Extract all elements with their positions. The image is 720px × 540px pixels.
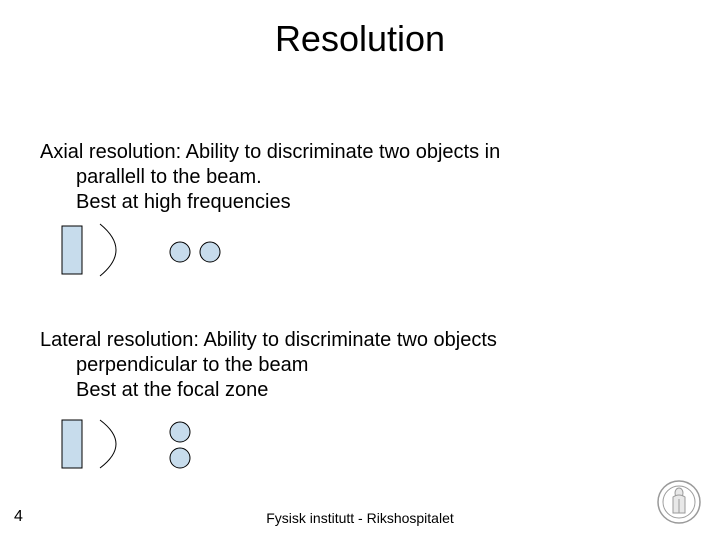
lateral-line3: Best at the focal zone xyxy=(76,378,660,403)
lateral-diagram xyxy=(60,416,260,481)
axial-diagram-svg xyxy=(60,222,260,282)
lateral-diagram-svg xyxy=(60,416,260,476)
slide: Resolution Axial resolution: Ability to … xyxy=(0,0,720,540)
beam-arc xyxy=(100,224,116,276)
axial-heading: Axial resolution: Ability to discriminat… xyxy=(40,140,660,165)
lateral-heading: Lateral resolution: Ability to discrimin… xyxy=(40,328,660,353)
transducer-icon xyxy=(62,226,82,274)
institution-seal-icon xyxy=(656,479,702,530)
lateral-text-block: Lateral resolution: Ability to discrimin… xyxy=(40,328,660,403)
object-circle xyxy=(200,242,220,262)
slide-title: Resolution xyxy=(0,18,720,60)
axial-text-block: Axial resolution: Ability to discriminat… xyxy=(40,140,660,215)
lateral-line2: perpendicular to the beam xyxy=(76,353,660,378)
beam-arc xyxy=(100,420,116,468)
page-number: 4 xyxy=(14,508,23,526)
object-circle xyxy=(170,422,190,442)
axial-diagram xyxy=(60,222,260,287)
object-circle xyxy=(170,448,190,468)
transducer-icon xyxy=(62,420,82,468)
axial-line3: Best at high frequencies xyxy=(76,190,660,215)
object-circle xyxy=(170,242,190,262)
footer-text: Fysisk institutt - Rikshospitalet xyxy=(0,510,720,526)
axial-line2: parallell to the beam. xyxy=(76,165,660,190)
